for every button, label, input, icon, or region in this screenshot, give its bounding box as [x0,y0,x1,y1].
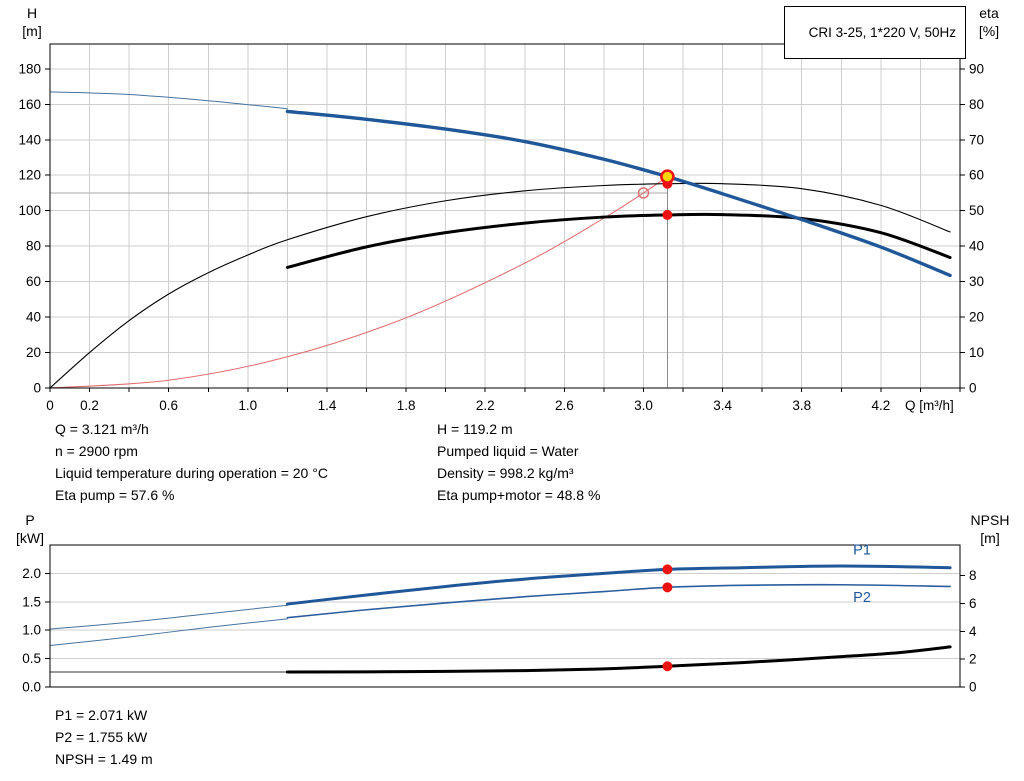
svg-text:0.2: 0.2 [80,398,99,413]
svg-text:3.4: 3.4 [713,398,732,413]
svg-text:[m]: [m] [22,23,41,39]
svg-text:0: 0 [969,381,977,396]
info-pumped-liquid: Pumped liquid = Water [437,443,579,459]
svg-text:P: P [25,512,34,528]
info-q: Q = 3.121 m³/h [55,421,149,437]
operating-point-marker [660,169,675,184]
hq-eta-chart: 0 20 40 60 80 100 120 140 160 180 0 10 20 30 40 50 60 70 8… [18,5,999,413]
svg-text:H: H [27,5,37,21]
svg-text:Q [m³/h]: Q [m³/h] [905,398,954,413]
svg-text:20: 20 [969,310,984,325]
curve-p2-extrapolated [49,618,288,647]
svg-text:30: 30 [969,274,984,289]
curve-eta-pump [49,182,951,389]
svg-text:50: 50 [969,203,984,218]
svg-text:160: 160 [18,97,41,112]
svg-text:1.5: 1.5 [22,594,41,609]
pump-variant-label: CRI 3-25, 1*220 V, 50Hz [808,25,956,40]
requested-duty-point-marker [637,187,650,199]
curve-system-curve [49,176,668,389]
svg-text:10: 10 [969,345,984,360]
svg-text:[%]: [%] [979,23,999,39]
svg-text:0.0: 0.0 [22,680,41,695]
info-eta-pump-motor: Eta pump+motor = 48.8 % [437,487,601,503]
svg-text:2: 2 [969,652,977,667]
svg-text:0: 0 [46,398,54,413]
info-speed: n = 2900 rpm [55,443,138,459]
info-npsh: NPSH = 1.49 m [55,751,153,767]
curve-p1-extrapolated [49,604,288,630]
svg-text:180: 180 [18,61,41,76]
pump-variant-box: CRI 3-25, 1*220 V, 50Hz [783,6,966,59]
svg-text:P2: P2 [853,590,871,606]
curve-p2 [286,583,951,619]
svg-text:0: 0 [33,381,41,396]
svg-text:100: 100 [18,203,41,218]
svg-text:140: 140 [18,132,41,147]
svg-text:0: 0 [969,680,977,695]
p2-point-marker [662,582,673,593]
svg-text:1.0: 1.0 [238,398,257,413]
svg-text:1.4: 1.4 [318,398,337,413]
svg-text:20: 20 [26,345,41,360]
svg-text:40: 40 [26,310,41,325]
svg-text:2.6: 2.6 [555,398,574,413]
svg-text:[m]: [m] [980,530,999,546]
info-density: Density = 998.2 kg/m³ [437,465,574,481]
svg-text:0.5: 0.5 [22,651,41,666]
svg-text:8: 8 [969,568,977,583]
curve-p1 [285,564,952,606]
info-liquid-temp: Liquid temperature during operation = 20… [55,465,328,481]
svg-text:1.0: 1.0 [22,623,41,638]
p1-point-marker [662,564,673,575]
svg-text:2.0: 2.0 [22,566,41,581]
curve-hq-curve [285,109,952,278]
svg-text:2.2: 2.2 [476,398,495,413]
svg-text:80: 80 [26,239,41,254]
info-p2: P2 = 1.755 kW [55,729,148,745]
info-h: H = 119.2 m [437,421,513,437]
svg-text:60: 60 [969,168,984,183]
curve-hq-curve-extrapolated [49,91,288,110]
svg-text:120: 120 [18,168,41,183]
svg-text:4: 4 [969,624,977,639]
svg-text:P1: P1 [853,543,871,559]
curve-eta-pump-motor [285,212,952,269]
svg-text:90: 90 [969,61,984,76]
svg-text:NPSH: NPSH [971,512,1010,528]
info-eta-pump: Eta pump = 57.6 % [55,487,175,503]
svg-text:0.6: 0.6 [159,398,178,413]
power-npsh-chart: 0.0 0.5 1.0 1.5 2.0 0 2 4 6 8 P [kW] NPSH [m] P1 P2 [16,512,1009,695]
svg-text:70: 70 [969,132,984,147]
svg-text:40: 40 [969,239,984,254]
svg-text:1.8: 1.8 [397,398,416,413]
svg-text:[kW]: [kW] [16,530,44,546]
svg-text:3.0: 3.0 [634,398,653,413]
npsh-point-marker [662,661,673,672]
svg-text:eta: eta [979,5,999,21]
svg-text:6: 6 [969,596,977,611]
eta-pump-motor-point-marker [662,209,673,220]
curve-npsh [285,645,952,674]
info-p1: P1 = 2.071 kW [55,707,148,723]
svg-text:3.8: 3.8 [792,398,811,413]
svg-text:80: 80 [969,97,984,112]
svg-text:4.2: 4.2 [871,398,890,413]
svg-text:60: 60 [26,274,41,289]
